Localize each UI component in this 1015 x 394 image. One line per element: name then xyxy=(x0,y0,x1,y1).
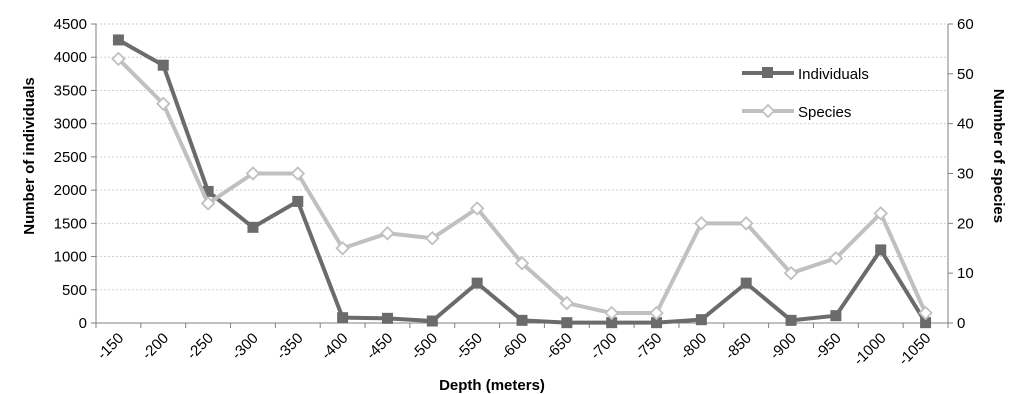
data-point-species xyxy=(155,96,171,112)
data-point-species xyxy=(425,231,440,246)
legend-item-individuals: Individuals xyxy=(742,66,869,83)
y2-axis-title: Number of species xyxy=(990,89,1007,223)
data-point-individuals xyxy=(337,312,349,324)
data-point-individuals xyxy=(516,314,528,326)
y2-tick-label: 20 xyxy=(957,215,974,232)
data-point-individuals xyxy=(157,59,169,71)
data-point-individuals xyxy=(695,314,707,326)
data-point-individuals xyxy=(247,221,259,233)
y-tick-label: 1500 xyxy=(54,215,87,232)
data-point-individuals xyxy=(292,195,304,207)
data-point-species xyxy=(918,305,933,321)
y2-tick-label: 0 xyxy=(957,315,965,332)
data-point-species xyxy=(335,240,350,256)
y-tick-label: 3000 xyxy=(54,116,87,133)
data-point-species xyxy=(604,305,619,321)
data-point-individuals xyxy=(112,34,124,46)
data-point-species xyxy=(200,196,216,211)
legend: Individuals Species xyxy=(742,66,869,121)
data-point-individuals xyxy=(381,312,393,324)
data-point-individuals xyxy=(426,315,438,327)
y2-tick-label: 40 xyxy=(957,116,974,133)
series-lines xyxy=(111,34,933,329)
y2-tick-label: 60 xyxy=(957,16,974,33)
data-point-individuals xyxy=(606,317,618,329)
y-tick-label: 4000 xyxy=(54,49,87,66)
y2-tick-label: 10 xyxy=(957,265,974,282)
data-point-species xyxy=(649,305,664,321)
data-point-individuals xyxy=(471,277,483,289)
y-tick-label: 3500 xyxy=(54,82,87,99)
data-point-species xyxy=(738,216,754,231)
legend-item-species: Species xyxy=(742,103,851,121)
data-point-individuals xyxy=(830,310,842,322)
y-tick-label: 4500 xyxy=(54,16,87,33)
legend-marker-species xyxy=(760,103,776,119)
data-point-individuals xyxy=(920,317,932,329)
data-point-individuals xyxy=(651,317,663,329)
y-tick-label: 1000 xyxy=(54,249,87,266)
y-tick-label: 2500 xyxy=(54,149,87,166)
y2-tick-label: 50 xyxy=(957,66,974,83)
data-point-individuals xyxy=(740,277,752,289)
y-tick-label: 2000 xyxy=(54,182,87,199)
x-axis-title: Depth (meters) xyxy=(439,377,545,394)
data-point-individuals xyxy=(202,185,214,197)
data-point-species xyxy=(290,166,306,181)
legend-label-species: Species xyxy=(798,104,851,121)
legend-label-individuals: Individuals xyxy=(798,66,869,83)
data-point-species xyxy=(783,265,799,281)
data-point-species xyxy=(245,166,261,181)
data-point-species xyxy=(694,216,709,231)
data-point-species xyxy=(469,201,485,216)
y-tick-label: 500 xyxy=(62,282,87,299)
data-point-species xyxy=(828,250,844,266)
data-point-species xyxy=(111,51,126,67)
data-point-species xyxy=(380,226,395,241)
data-point-individuals xyxy=(875,244,887,256)
y-tick-label: 0 xyxy=(79,315,87,332)
data-point-species xyxy=(873,206,889,221)
legend-marker-individuals xyxy=(762,67,773,78)
y2-tick-label: 30 xyxy=(957,166,974,183)
data-point-species xyxy=(514,255,530,271)
data-point-species xyxy=(559,295,575,311)
y-axis-title: Number of individuals xyxy=(21,77,38,235)
data-point-individuals xyxy=(561,317,573,329)
data-point-individuals xyxy=(785,314,797,326)
